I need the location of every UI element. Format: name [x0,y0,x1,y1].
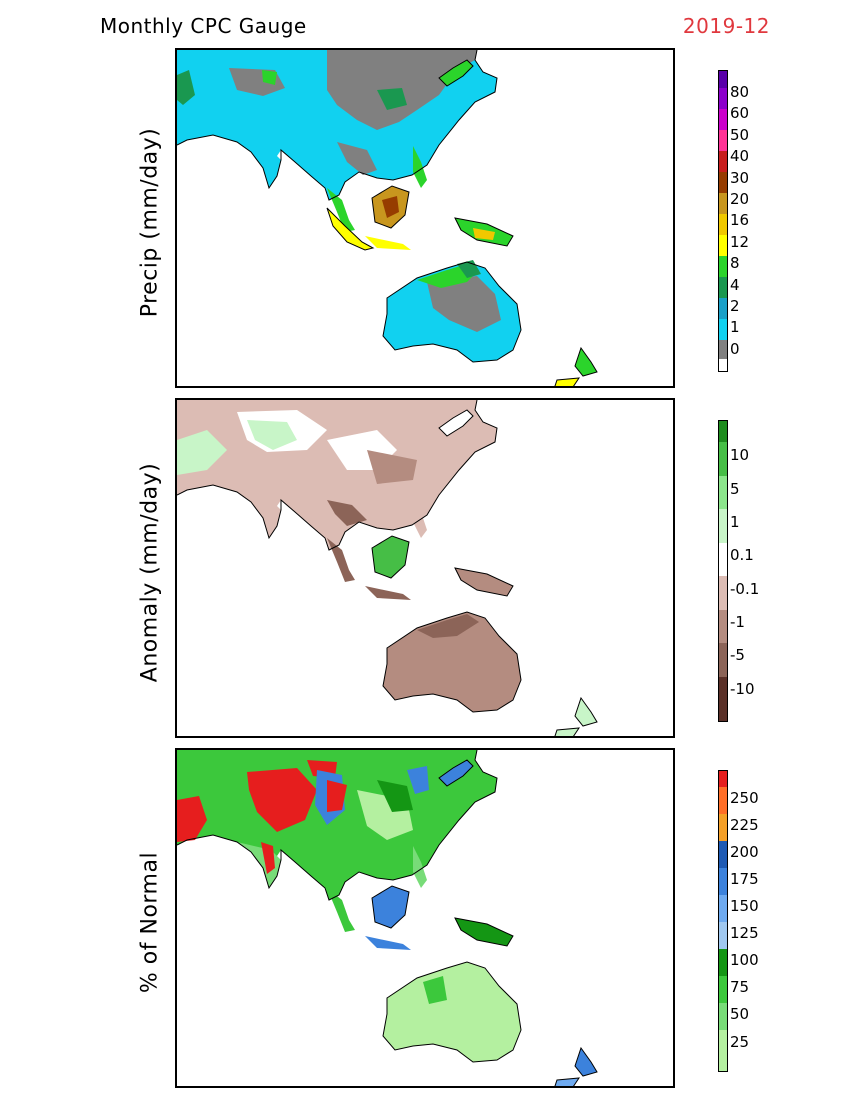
borneo-land [372,536,409,578]
cbar-label: 12 [730,233,750,251]
percent-normal-colorbar [718,770,728,1072]
cbar-label: 8 [730,254,740,272]
cbar-label: 4 [730,276,740,294]
anomaly-axis-label: Anomaly (mm/day) [137,462,163,683]
precip-axis-label: Precip (mm/day) [137,127,163,318]
cbar-label: 75 [730,978,750,996]
japan-land [439,60,473,86]
percent-normal-map-panel [175,748,675,1088]
cbar-label: 20 [730,190,750,208]
australia-land [383,962,521,1062]
anomaly-colorbar [718,420,728,722]
cbar-label: 5 [730,480,740,498]
cbar-label: 2 [730,297,740,315]
anomaly-map [177,400,598,736]
cbar-label: 25 [730,1033,750,1051]
cbar-label: 10 [730,446,750,464]
cbar-label: 150 [730,897,759,915]
cbar-label: 250 [730,789,759,807]
percent-normal-axis-label: % of Normal [137,851,163,994]
australia-land [383,612,521,712]
anomaly-map-panel [175,398,675,738]
cbar-label: 225 [730,816,759,834]
cbar-label: 100 [730,951,759,969]
borneo-land [372,886,409,928]
cbar-label: 30 [730,169,750,187]
cbar-label: 60 [730,104,750,122]
cbar-label: 80 [730,83,750,101]
india-land [237,142,281,188]
cbar-label: 16 [730,211,750,229]
cbar-label: 0.1 [730,546,754,564]
cbar-label: -1 [730,613,745,631]
cbar-label: -5 [730,646,745,664]
cbar-label: 50 [730,126,750,144]
cbar-label: 200 [730,843,759,861]
precip-colorbar [718,70,728,372]
cbar-label: 1 [730,513,740,531]
precip-map [177,50,598,386]
percent-normal-map [177,750,598,1086]
cbar-label: 1 [730,318,740,336]
cbar-label: 175 [730,870,759,888]
date-label: 2019-12 [682,14,770,38]
map-title: Monthly CPC Gauge [100,14,307,38]
cbar-label: -0.1 [730,580,760,598]
cbar-label: -10 [730,680,755,698]
cbar-label: 0 [730,340,740,358]
precip-map-panel [175,48,675,388]
cbar-label: 125 [730,924,759,942]
cbar-label: 50 [730,1005,750,1023]
cbar-label: 40 [730,147,750,165]
